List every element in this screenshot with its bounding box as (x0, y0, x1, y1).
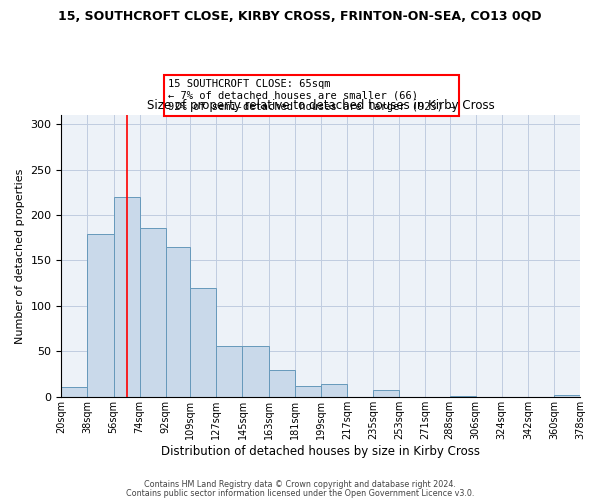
Text: 15, SOUTHCROFT CLOSE, KIRBY CROSS, FRINTON-ON-SEA, CO13 0QD: 15, SOUTHCROFT CLOSE, KIRBY CROSS, FRINT… (58, 10, 542, 23)
Bar (321, 384, 347, 397)
Bar (166, 247, 190, 397)
Bar (217, 346, 242, 397)
Bar (88, 234, 113, 397)
Bar (190, 288, 217, 397)
Bar (140, 228, 166, 397)
Bar (269, 370, 295, 397)
Bar (449, 396, 476, 397)
X-axis label: Distribution of detached houses by size in Kirby Cross: Distribution of detached houses by size … (161, 444, 480, 458)
Text: Contains HM Land Registry data © Crown copyright and database right 2024.: Contains HM Land Registry data © Crown c… (144, 480, 456, 489)
Bar (554, 395, 580, 397)
Bar (113, 197, 140, 397)
Bar (373, 390, 399, 397)
Text: 15 SOUTHCROFT CLOSE: 65sqm
← 7% of detached houses are smaller (66)
92% of semi-: 15 SOUTHCROFT CLOSE: 65sqm ← 7% of detac… (168, 79, 455, 112)
Bar (61, 387, 88, 397)
Title: Size of property relative to detached houses in Kirby Cross: Size of property relative to detached ho… (147, 100, 494, 112)
Bar (242, 346, 269, 397)
Bar (295, 386, 321, 397)
Text: Contains public sector information licensed under the Open Government Licence v3: Contains public sector information licen… (126, 488, 474, 498)
Y-axis label: Number of detached properties: Number of detached properties (15, 168, 25, 344)
